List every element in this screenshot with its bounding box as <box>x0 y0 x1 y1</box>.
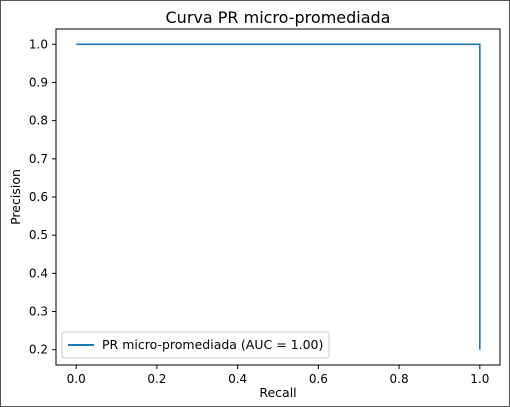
y-tick-label: 0.3 <box>29 305 48 319</box>
chart-title: Curva PR micro-promediada <box>166 8 391 27</box>
y-tick-label: 0.2 <box>29 343 48 357</box>
x-tick-label: 0.0 <box>67 372 86 386</box>
legend-box <box>61 331 330 359</box>
y-tick-label: 0.8 <box>29 114 48 128</box>
y-tick-label: 0.7 <box>29 152 48 166</box>
y-tick-label: 1.0 <box>29 37 48 51</box>
y-tick-label: 0.9 <box>29 75 48 89</box>
x-tick-label: 1.0 <box>470 372 489 386</box>
y-axis: 0.2 0.3 0.4 0.5 0.6 0.7 0.8 0.9 1.0 <box>29 37 56 357</box>
x-tick-label: 0.6 <box>309 372 328 386</box>
x-axis: 0.0 0.2 0.4 0.6 0.8 1.0 <box>67 365 489 386</box>
x-tick-label: 0.4 <box>228 372 247 386</box>
legend: PR micro-promediada (AUC = 1.00) <box>61 331 330 359</box>
y-tick-label: 0.6 <box>29 190 48 204</box>
pr-curve-line <box>76 43 481 350</box>
y-tick-label: 0.4 <box>29 266 48 280</box>
y-tick-label: 0.5 <box>29 228 48 242</box>
y-axis-label: Precision <box>8 169 23 225</box>
legend-label: PR micro-promediada (AUC = 1.00) <box>102 337 323 352</box>
plot-area <box>55 28 501 366</box>
x-tick-label: 0.2 <box>147 372 166 386</box>
x-tick-label: 0.8 <box>390 372 409 386</box>
series-layer <box>76 43 481 350</box>
x-axis-label: Recall <box>259 385 296 400</box>
